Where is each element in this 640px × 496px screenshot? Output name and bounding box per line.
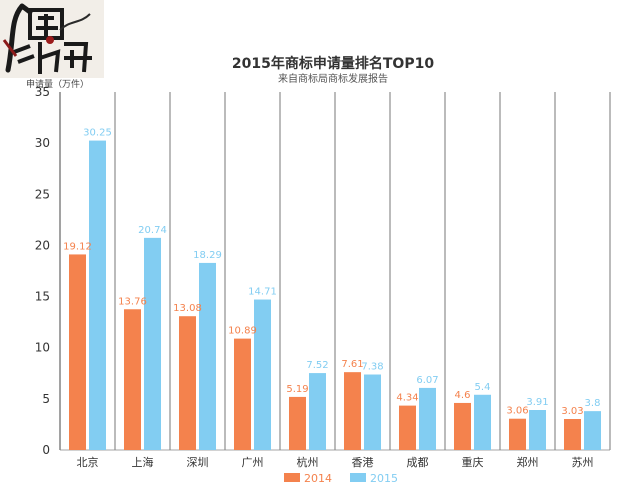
category-label: 香港 bbox=[352, 456, 374, 469]
category-label: 广州 bbox=[242, 456, 264, 469]
legend-swatch-2014 bbox=[284, 473, 300, 482]
bar-2014 bbox=[69, 254, 86, 450]
category-label: 重庆 bbox=[462, 455, 484, 469]
data-label-2014: 5.19 bbox=[286, 384, 308, 395]
data-label-2015: 20.74 bbox=[138, 225, 167, 236]
data-label-2014: 3.03 bbox=[561, 406, 583, 417]
legend: 2014 2015 bbox=[284, 472, 398, 485]
data-label-2014: 3.06 bbox=[506, 406, 528, 417]
bar-2015 bbox=[529, 410, 546, 450]
category-label: 杭州 bbox=[297, 455, 319, 469]
data-label-2014: 19.12 bbox=[63, 241, 92, 252]
bar-2015 bbox=[254, 299, 271, 450]
bar-2014 bbox=[454, 402, 471, 450]
category-label: 郑州 bbox=[517, 455, 539, 469]
data-label-2014: 4.6 bbox=[455, 390, 471, 401]
data-label-2015: 3.91 bbox=[526, 397, 548, 408]
category-label: 苏州 bbox=[572, 456, 594, 469]
y-tick-label: 15 bbox=[35, 290, 50, 304]
bar-2015 bbox=[419, 387, 436, 450]
legend-label-2015: 2015 bbox=[370, 472, 398, 485]
legend-swatch-2015 bbox=[350, 473, 366, 482]
data-label-2015: 18.29 bbox=[193, 250, 222, 261]
data-label-2014: 13.76 bbox=[118, 296, 147, 307]
data-label-2015: 5.4 bbox=[475, 382, 491, 393]
category-label: 上海 bbox=[132, 455, 154, 469]
data-labels: 19.12 30.25 13.76 20.74 13.08 18.29 10.89 14.71… bbox=[63, 128, 600, 417]
category-labels: 北京 上海 深圳 广州 杭州 香港 成都 重庆 郑州 苏州 bbox=[77, 455, 594, 469]
category-label: 深圳 bbox=[187, 456, 209, 469]
data-label-2015: 7.52 bbox=[306, 360, 328, 371]
bar-2015 bbox=[144, 237, 161, 450]
bar-2014 bbox=[344, 372, 361, 450]
bar-2015 bbox=[89, 140, 106, 451]
grid-lines bbox=[59, 92, 611, 451]
bar-2014 bbox=[564, 419, 581, 450]
y-tick-label: 10 bbox=[35, 341, 50, 355]
bar-2015 bbox=[584, 411, 601, 450]
data-label-2015: 7.38 bbox=[361, 362, 383, 373]
bar-2015 bbox=[199, 262, 216, 450]
bars bbox=[69, 140, 601, 451]
data-label-2014: 7.61 bbox=[341, 359, 363, 370]
chart-title: 2015年商标申请量排名TOP10 bbox=[232, 55, 434, 72]
bar-2015 bbox=[364, 374, 381, 450]
category-label: 成都 bbox=[407, 456, 429, 469]
y-tick-label: 30 bbox=[35, 136, 50, 150]
bar-2014 bbox=[124, 309, 141, 450]
bar-2014 bbox=[289, 396, 306, 450]
bar-2015 bbox=[474, 394, 491, 450]
bar-2014 bbox=[234, 338, 251, 450]
data-label-2015: 6.07 bbox=[416, 375, 438, 386]
chart-subtitle: 来自商标局商标发展报告 bbox=[278, 72, 388, 85]
category-label: 北京 bbox=[77, 455, 99, 469]
y-axis-ticks: 0 5 10 15 20 25 30 35 bbox=[35, 85, 50, 457]
legend-label-2014: 2014 bbox=[304, 472, 332, 485]
data-label-2015: 14.71 bbox=[248, 287, 277, 298]
y-tick-label: 35 bbox=[35, 85, 50, 99]
y-tick-label: 20 bbox=[35, 238, 50, 252]
data-label-2014: 13.08 bbox=[173, 303, 202, 314]
y-axis-label: 申请量（万件） bbox=[26, 78, 89, 90]
bar-2015 bbox=[309, 373, 326, 450]
bar-2014 bbox=[509, 418, 526, 450]
y-tick-label: 5 bbox=[42, 392, 50, 406]
bar-2014 bbox=[179, 316, 196, 450]
data-label-2014: 10.89 bbox=[228, 326, 257, 337]
y-tick-label: 0 bbox=[42, 443, 50, 457]
data-label-2015: 3.8 bbox=[585, 398, 601, 409]
logo-icon bbox=[0, 0, 104, 78]
bar-2014 bbox=[399, 405, 416, 450]
data-label-2015: 30.25 bbox=[83, 128, 112, 139]
y-tick-label: 25 bbox=[35, 187, 50, 201]
data-label-2014: 4.34 bbox=[396, 393, 418, 404]
